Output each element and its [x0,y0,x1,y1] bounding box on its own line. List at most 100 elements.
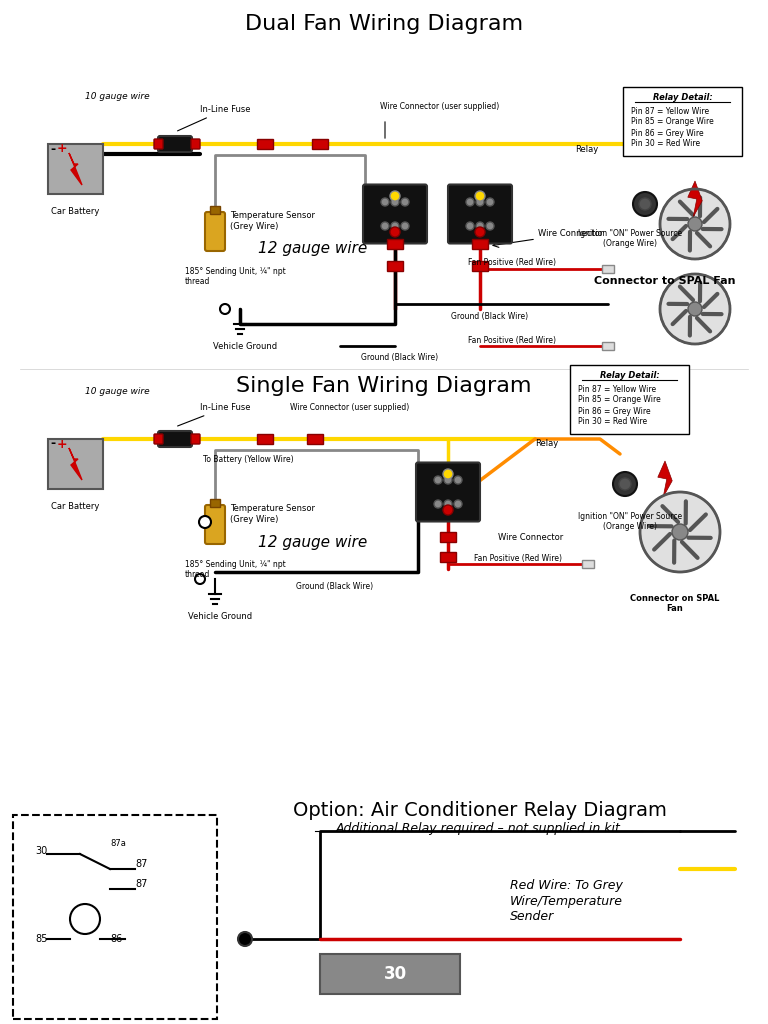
Text: 12 gauge wire: 12 gauge wire [258,242,367,256]
Polygon shape [658,461,672,497]
Circle shape [640,492,720,572]
Bar [472,239,488,249]
Circle shape [391,222,399,230]
Circle shape [199,516,211,528]
FancyArrowPatch shape [654,534,670,550]
Text: In-Line Fuse: In-Line Fuse [177,105,250,131]
Bar [210,206,220,214]
Text: 185° Sending Unit, ¼" npt
thread: 185° Sending Unit, ¼" npt thread [185,560,286,580]
Bar [48,439,102,489]
Text: 86: 86 [110,934,122,944]
Circle shape [238,932,252,946]
Text: 87a: 87a [110,840,126,849]
Text: 12 gauge wire: 12 gauge wire [258,535,367,550]
Bar [582,560,594,568]
Text: +: + [56,437,67,451]
Circle shape [220,304,230,314]
Text: Pin 85 = Orange Wire: Pin 85 = Orange Wire [631,118,713,127]
Text: In-Line Fuse: In-Line Fuse [177,403,250,426]
Text: Option: Air Conditioner Relay Diagram: Option: Air Conditioner Relay Diagram [293,801,667,820]
FancyBboxPatch shape [191,434,200,444]
Polygon shape [69,153,82,185]
FancyBboxPatch shape [158,136,192,152]
Bar [307,434,323,444]
Bar [210,499,220,507]
Text: Car Battery: Car Battery [51,502,99,511]
Text: Wire Connector: Wire Connector [538,229,603,239]
FancyBboxPatch shape [191,139,200,150]
Bar [440,532,456,542]
Circle shape [660,189,730,259]
Text: Relay: Relay [535,439,558,449]
Circle shape [476,198,484,206]
FancyBboxPatch shape [158,431,192,447]
Circle shape [466,222,474,230]
Bar [472,261,488,271]
Text: 87: 87 [135,859,147,869]
Text: Pin 87 = Yellow Wire: Pin 87 = Yellow Wire [631,106,709,116]
FancyBboxPatch shape [13,815,217,1019]
Text: Wire Connector (user supplied): Wire Connector (user supplied) [380,102,500,111]
FancyBboxPatch shape [154,139,163,150]
FancyBboxPatch shape [205,505,225,544]
Bar [48,144,102,194]
FancyArrowPatch shape [680,287,693,300]
Bar [387,239,403,249]
Circle shape [613,472,637,496]
Text: 85: 85 [35,934,48,944]
Circle shape [672,524,688,540]
Circle shape [475,227,485,237]
Text: Ignition "ON" Power Source
(Orange Wire): Ignition "ON" Power Source (Orange Wire) [578,512,682,531]
FancyBboxPatch shape [363,184,427,244]
Text: Pin 87 = Yellow Wire: Pin 87 = Yellow Wire [578,384,656,393]
Bar [440,552,456,562]
Bar [257,139,273,150]
Circle shape [619,478,631,490]
Text: Car Battery: Car Battery [51,207,99,216]
Circle shape [486,222,494,230]
Circle shape [434,500,442,508]
Circle shape [454,500,462,508]
Text: 10 gauge wire: 10 gauge wire [85,92,150,101]
Text: Vehicle Ground: Vehicle Ground [188,612,252,621]
Circle shape [401,222,409,230]
Text: Single Fan Wiring Diagram: Single Fan Wiring Diagram [237,376,531,396]
Text: Pin 30 = Red Wire: Pin 30 = Red Wire [578,418,647,427]
Circle shape [390,227,400,237]
Circle shape [381,198,389,206]
Text: Temperature Sensor
(Grey Wire): Temperature Sensor (Grey Wire) [230,211,315,230]
FancyBboxPatch shape [154,434,163,444]
FancyArrowPatch shape [680,202,693,215]
Circle shape [444,500,452,508]
Circle shape [390,191,400,201]
Polygon shape [69,449,82,480]
FancyArrowPatch shape [682,542,697,558]
Text: Vehicle Ground: Vehicle Ground [213,342,277,351]
Text: Pin 86 = Grey Wire: Pin 86 = Grey Wire [631,128,703,137]
FancyBboxPatch shape [205,212,225,251]
Bar [602,265,614,273]
Text: 30: 30 [35,846,48,856]
Text: Additional Relay required – not supplied in kit.: Additional Relay required – not supplied… [336,822,624,835]
Text: Relay: Relay [574,144,598,154]
Circle shape [688,217,702,231]
FancyArrowPatch shape [697,233,710,247]
Text: +: + [56,142,67,156]
FancyBboxPatch shape [448,184,512,244]
Bar [387,261,403,271]
Text: -: - [50,142,55,156]
Text: Fan Positive (Red Wire): Fan Positive (Red Wire) [468,258,556,267]
Text: -: - [50,437,55,451]
Circle shape [660,274,730,344]
Text: To Battery (Yellow Wire): To Battery (Yellow Wire) [203,455,293,464]
Circle shape [633,193,657,216]
Circle shape [475,191,485,201]
Circle shape [454,476,462,484]
Text: 10 gauge wire: 10 gauge wire [85,387,150,396]
Bar [312,139,328,150]
FancyBboxPatch shape [623,87,742,156]
Text: Connector to SPAL Fan: Connector to SPAL Fan [594,276,736,286]
Circle shape [466,198,474,206]
Circle shape [476,222,484,230]
FancyArrowPatch shape [690,514,706,530]
